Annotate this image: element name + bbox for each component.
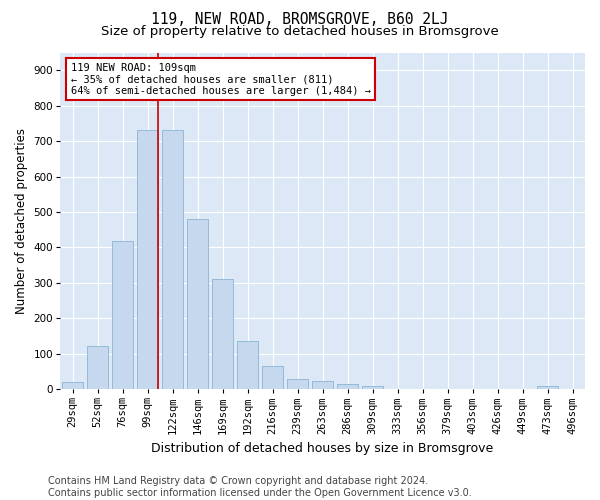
- Bar: [537, 386, 558, 389]
- Y-axis label: Number of detached properties: Number of detached properties: [15, 128, 28, 314]
- Bar: [212, 278, 233, 389]
- Bar: [287, 380, 308, 389]
- Bar: [137, 130, 158, 389]
- Bar: [337, 384, 358, 389]
- Bar: [112, 241, 133, 389]
- Text: Size of property relative to detached houses in Bromsgrove: Size of property relative to detached ho…: [101, 25, 499, 38]
- Bar: [312, 382, 333, 389]
- Text: 119, NEW ROAD, BROMSGROVE, B60 2LJ: 119, NEW ROAD, BROMSGROVE, B60 2LJ: [151, 12, 449, 28]
- Text: 119 NEW ROAD: 109sqm
← 35% of detached houses are smaller (811)
64% of semi-deta: 119 NEW ROAD: 109sqm ← 35% of detached h…: [71, 62, 371, 96]
- Bar: [62, 382, 83, 389]
- Bar: [187, 219, 208, 389]
- Bar: [87, 346, 108, 389]
- Bar: [237, 342, 258, 389]
- Bar: [162, 130, 183, 389]
- X-axis label: Distribution of detached houses by size in Bromsgrove: Distribution of detached houses by size …: [151, 442, 494, 455]
- Bar: [262, 366, 283, 389]
- Bar: [362, 386, 383, 389]
- Text: Contains HM Land Registry data © Crown copyright and database right 2024.
Contai: Contains HM Land Registry data © Crown c…: [48, 476, 472, 498]
